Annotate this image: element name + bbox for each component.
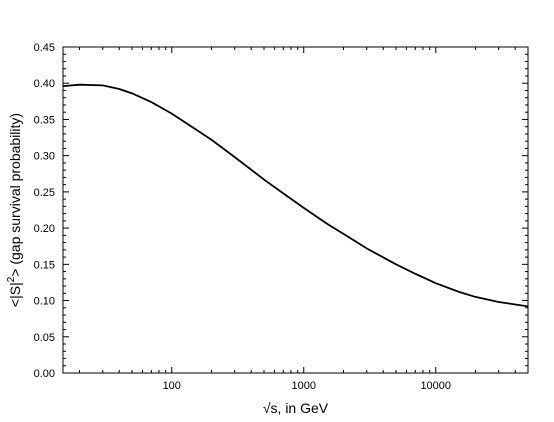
tick-labels-group: 0.00 0.05 0.10 0.15 0.20 0.25 0.30 0.35 0.40 0.45… — [34, 42, 451, 392]
y-tick-label: 0.15 — [34, 259, 55, 271]
y-tick-label: 0.00 — [34, 368, 55, 380]
x-tick-label: 1000 — [292, 380, 316, 392]
y-tick-label: 0.45 — [34, 42, 55, 54]
x-tick-label: 100 — [163, 380, 181, 392]
y-tick-label: 0.30 — [34, 151, 55, 163]
x-tick-label: 10000 — [420, 380, 451, 392]
y-axis-label: <|S|2> (gap survival probability) — [6, 113, 23, 307]
y-axis-label-superscript: 2 — [6, 276, 17, 282]
y-axis-label-rest: > (gap survival probability) — [7, 113, 23, 277]
ticks-group — [63, 46, 529, 374]
plot-frame — [62, 46, 529, 374]
y-tick-label: 0.05 — [34, 332, 55, 344]
y-tick-label: 0.40 — [34, 78, 55, 90]
x-axis-label: √s, in GeV — [263, 400, 329, 416]
y-tick-label: 0.20 — [34, 223, 55, 235]
series-line-0 — [62, 83, 529, 308]
y-tick-label: 0.10 — [34, 296, 55, 308]
y-tick-label: 0.35 — [34, 114, 55, 126]
y-tick-label: 0.25 — [34, 187, 55, 199]
y-axis-label-main: <|S| — [7, 282, 23, 307]
